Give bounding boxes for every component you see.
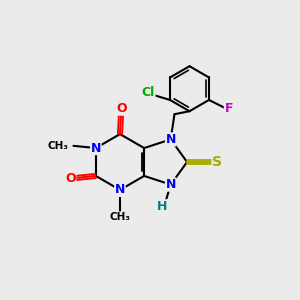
Text: N: N	[166, 178, 176, 191]
Text: Cl: Cl	[142, 86, 155, 99]
Text: O: O	[116, 102, 127, 115]
Text: N: N	[91, 142, 101, 154]
Text: O: O	[65, 172, 76, 185]
Text: F: F	[224, 101, 233, 115]
Text: CH₃: CH₃	[110, 212, 130, 222]
Text: S: S	[212, 155, 222, 169]
Text: CH₃: CH₃	[48, 141, 69, 151]
Text: N: N	[115, 183, 125, 196]
Text: N: N	[166, 133, 176, 146]
Text: H: H	[157, 200, 168, 213]
